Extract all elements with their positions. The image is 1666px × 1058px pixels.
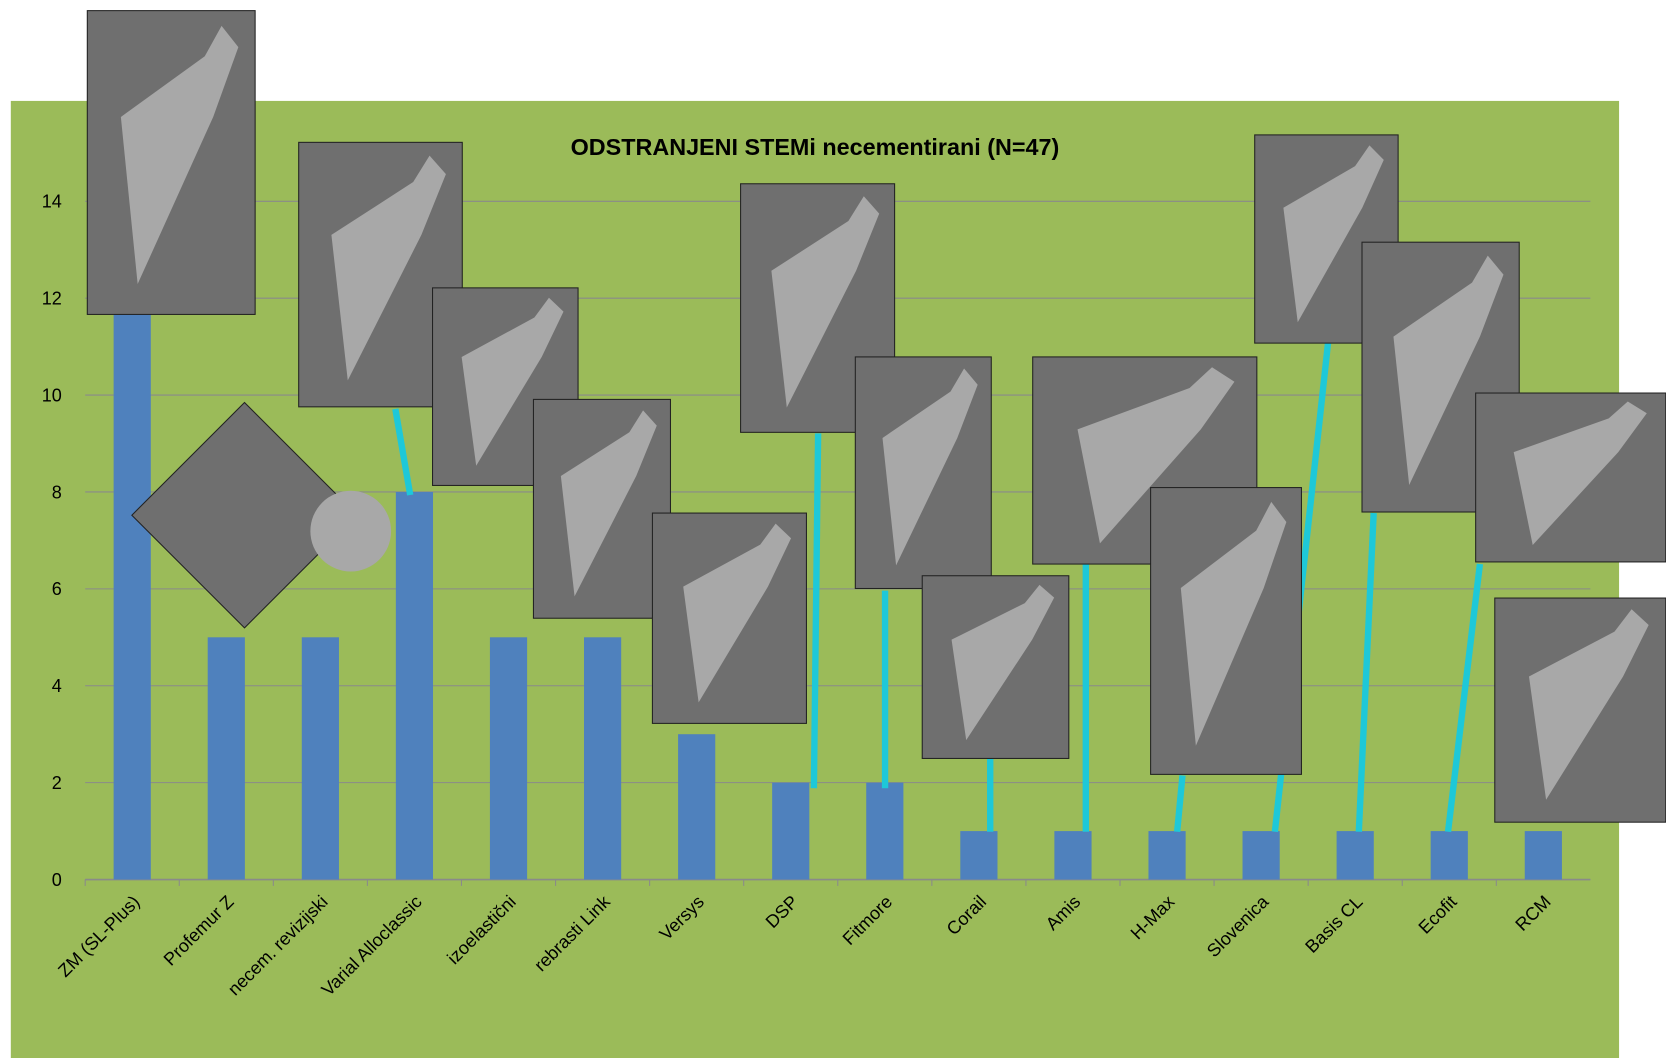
bar <box>772 783 809 880</box>
chart: 02468101214ZM (SL-Plus)Profemur Znecem. … <box>0 0 1666 1058</box>
y-tick-label: 0 <box>52 870 62 890</box>
connector <box>814 433 818 788</box>
bar <box>302 637 339 879</box>
bar <box>1148 831 1185 879</box>
bar <box>1431 831 1468 879</box>
bar <box>1054 831 1091 879</box>
bar <box>678 734 715 879</box>
bar <box>208 637 245 879</box>
bar <box>1525 831 1562 879</box>
y-tick-label: 4 <box>52 676 62 696</box>
y-tick-label: 12 <box>42 289 62 309</box>
bar <box>1337 831 1374 879</box>
y-tick-label: 8 <box>52 482 62 502</box>
y-tick-label: 14 <box>42 192 62 212</box>
chart-title: ODSTRANJENI STEMi necementirani (N=47) <box>571 134 1060 160</box>
y-tick-label: 10 <box>42 385 62 405</box>
bar <box>1243 831 1280 879</box>
bar <box>960 831 997 879</box>
bar <box>490 637 527 879</box>
y-tick-label: 2 <box>52 773 62 793</box>
bar <box>114 250 151 880</box>
bar <box>584 637 621 879</box>
y-tick-label: 6 <box>52 579 62 599</box>
stem-shape <box>310 491 391 572</box>
bar <box>866 783 903 880</box>
bar <box>396 492 433 880</box>
